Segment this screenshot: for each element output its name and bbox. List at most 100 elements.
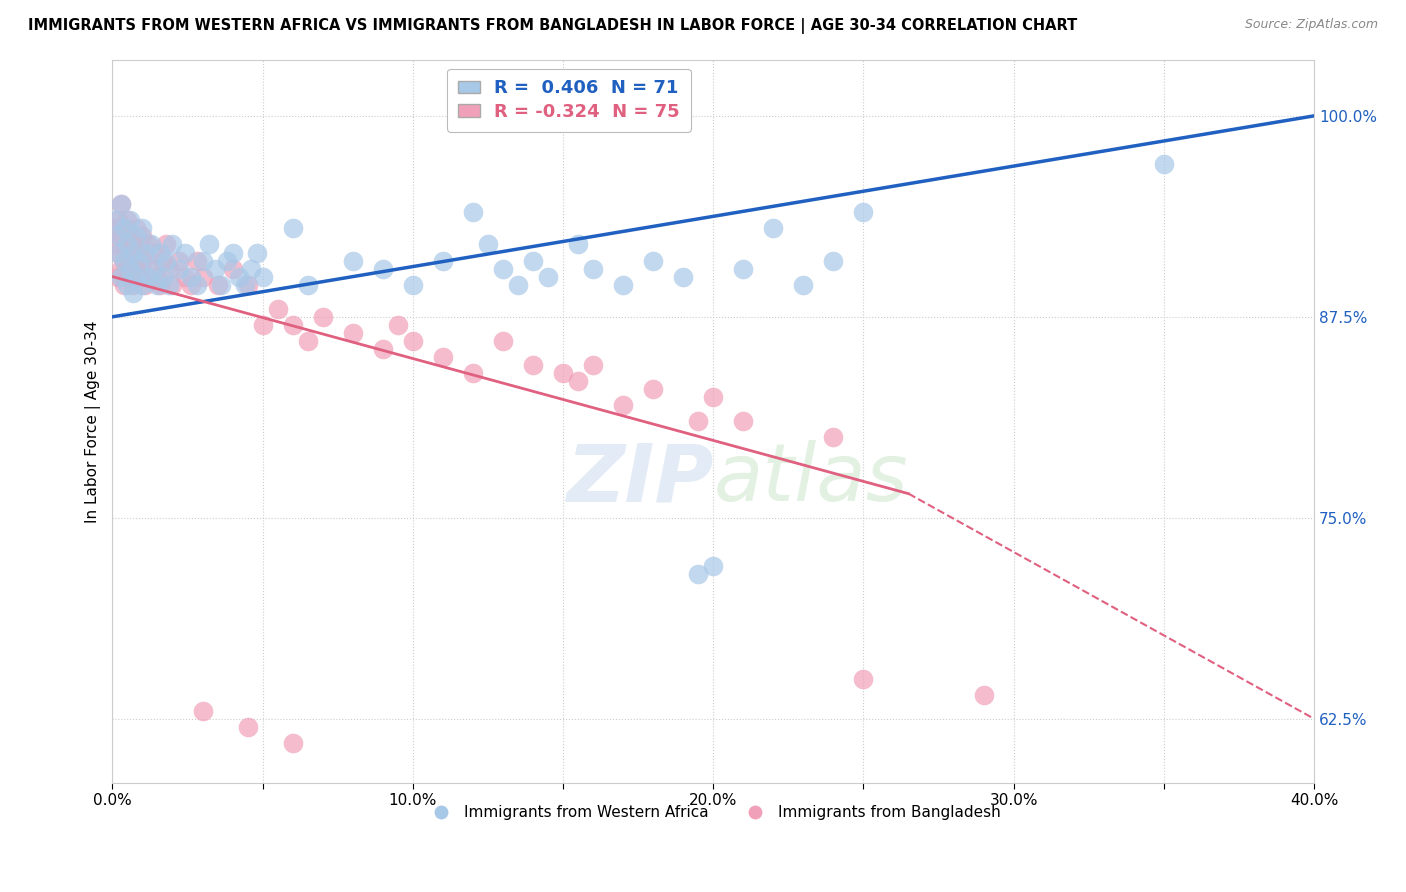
Point: [371, 261, 394, 276]
Text: atlas: atlas: [713, 440, 908, 518]
Point: [112, 253, 135, 268]
Point: [582, 261, 605, 276]
Point: [122, 277, 145, 292]
Point: [134, 245, 156, 260]
Point: [823, 430, 845, 444]
Point: [1153, 157, 1175, 171]
Point: [643, 253, 665, 268]
Point: [167, 253, 190, 268]
Point: [131, 221, 153, 235]
Point: [281, 318, 304, 332]
Point: [209, 277, 232, 292]
Point: [134, 277, 156, 292]
Point: [112, 221, 135, 235]
Point: [342, 253, 364, 268]
Point: [104, 237, 127, 252]
Point: [522, 253, 544, 268]
Point: [180, 269, 202, 284]
Point: [143, 245, 166, 260]
Point: [159, 261, 181, 276]
Point: [120, 213, 142, 227]
Point: [159, 277, 181, 292]
Point: [402, 334, 425, 348]
Point: [152, 269, 174, 284]
Point: [141, 237, 163, 252]
Point: [138, 237, 160, 252]
Point: [104, 221, 127, 235]
Point: [162, 237, 184, 252]
Point: [402, 277, 425, 292]
Point: [131, 229, 153, 244]
Point: [537, 269, 560, 284]
Point: [973, 688, 995, 702]
Point: [107, 269, 129, 284]
Point: [233, 277, 256, 292]
Point: [477, 237, 499, 252]
Point: [221, 261, 243, 276]
Point: [191, 704, 214, 718]
Point: [120, 269, 142, 284]
Point: [228, 269, 250, 284]
Point: [162, 277, 184, 292]
Point: [312, 310, 335, 324]
Point: [186, 277, 208, 292]
Point: [823, 253, 845, 268]
Point: [117, 237, 139, 252]
Point: [733, 414, 755, 428]
Point: [236, 720, 259, 734]
Point: [461, 366, 484, 380]
Point: [122, 285, 145, 300]
Y-axis label: In Labor Force | Age 30-34: In Labor Force | Age 30-34: [86, 320, 101, 523]
Text: ZIP: ZIP: [565, 440, 713, 518]
Point: [492, 334, 515, 348]
Point: [239, 261, 262, 276]
Point: [643, 382, 665, 396]
Point: [131, 277, 153, 292]
Point: [236, 277, 259, 292]
Point: [266, 301, 288, 316]
Point: [215, 253, 238, 268]
Point: [110, 269, 132, 284]
Point: [387, 318, 409, 332]
Point: [110, 197, 132, 211]
Point: [702, 559, 724, 574]
Point: [852, 205, 875, 219]
Point: [117, 277, 139, 292]
Point: [120, 229, 142, 244]
Point: [612, 277, 634, 292]
Point: [297, 277, 319, 292]
Point: [107, 229, 129, 244]
Point: [125, 229, 148, 244]
Point: [342, 326, 364, 340]
Point: [612, 398, 634, 412]
Text: Source: ZipAtlas.com: Source: ZipAtlas.com: [1244, 18, 1378, 31]
Point: [112, 221, 135, 235]
Point: [110, 197, 132, 211]
Point: [104, 213, 127, 227]
Point: [138, 269, 160, 284]
Point: [149, 245, 172, 260]
Point: [122, 245, 145, 260]
Point: [141, 261, 163, 276]
Point: [143, 261, 166, 276]
Point: [117, 237, 139, 252]
Point: [551, 366, 574, 380]
Point: [733, 261, 755, 276]
Point: [432, 253, 454, 268]
Legend: Immigrants from Western Africa, Immigrants from Bangladesh: Immigrants from Western Africa, Immigran…: [420, 799, 1007, 826]
Point: [152, 253, 174, 268]
Point: [128, 245, 150, 260]
Point: [128, 253, 150, 268]
Point: [672, 269, 695, 284]
Point: [112, 253, 135, 268]
Point: [688, 414, 710, 428]
Point: [252, 318, 274, 332]
Point: [852, 672, 875, 686]
Point: [688, 567, 710, 582]
Point: [149, 277, 172, 292]
Point: [120, 261, 142, 276]
Point: [146, 269, 169, 284]
Point: [522, 358, 544, 372]
Point: [122, 253, 145, 268]
Point: [281, 221, 304, 235]
